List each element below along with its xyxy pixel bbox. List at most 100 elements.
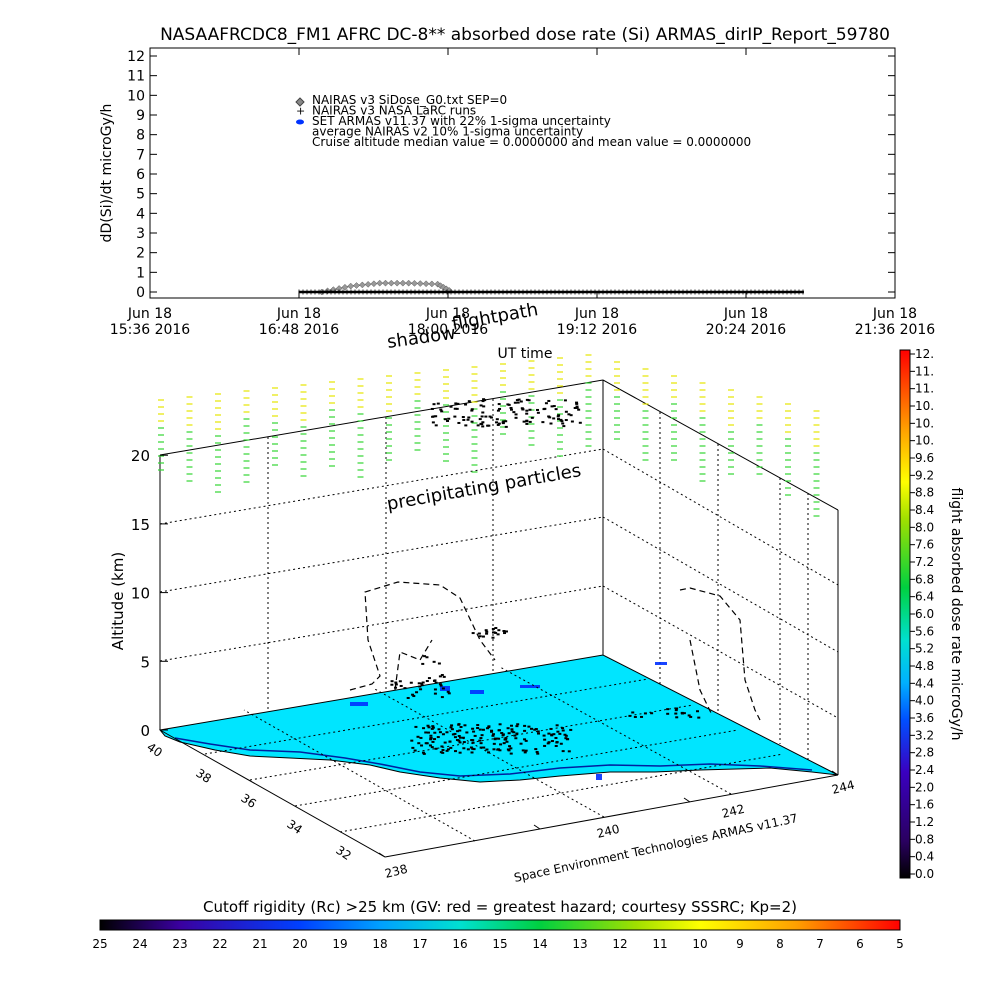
shadow-point — [555, 724, 559, 727]
series-nairas-sidose-point — [376, 279, 384, 287]
shadow-point — [429, 734, 433, 737]
flightpath-point — [470, 408, 474, 411]
series-nairas-sidose-point — [399, 279, 407, 287]
latitude-tick-label: 38 — [193, 766, 213, 786]
shadow-point — [450, 728, 454, 731]
flightpath-point — [478, 635, 482, 638]
shadow-point — [441, 749, 445, 752]
flightpath-point — [455, 407, 459, 410]
flightpath-point — [535, 408, 539, 411]
shadow-point — [497, 729, 501, 732]
shadow-point — [399, 684, 403, 687]
flightpath-point — [497, 422, 501, 425]
shadow-point — [480, 734, 484, 737]
series-nairas-sidose-point — [411, 279, 418, 287]
shadow-point — [424, 731, 428, 734]
shadow-point — [666, 712, 670, 715]
shadow-point — [394, 683, 398, 686]
series-nairas-sidose-point — [437, 282, 444, 290]
flightpath-point — [536, 411, 540, 414]
cutoff-rigidity-tick-label: 9 — [736, 937, 744, 951]
flightpath-point — [461, 416, 465, 419]
cutoff-rigidity-tick-label: 18 — [372, 937, 387, 951]
dose-colorbar-tick-label: 7.2 — [915, 555, 934, 569]
top-x-tick-time: 15:36 2016 — [110, 322, 191, 338]
shadow-point — [536, 752, 540, 755]
shadow-point — [470, 739, 474, 742]
shadow-point — [547, 732, 551, 735]
shadow-point — [509, 752, 513, 755]
shadow-point — [411, 693, 415, 696]
flight-3d-panel: 0 5 10 15 20 238 240 242 244 32 34 36 38 40 Altitud… — [109, 299, 856, 885]
dose-colorbar-tick-label: 8.0 — [915, 520, 934, 534]
flightpath-point — [449, 405, 453, 408]
flightpath-point — [430, 407, 434, 410]
flightpath-point — [482, 398, 486, 401]
top-y-tick-label: 10 — [127, 88, 145, 104]
flightpath-point — [454, 402, 458, 405]
shadow-point — [491, 733, 495, 736]
flightpath-point — [480, 415, 484, 418]
dose-colorbar-tick-label: 10. — [915, 399, 934, 413]
flightpath-point — [495, 418, 499, 421]
altitude-tick-label: 15 — [131, 516, 150, 534]
flightpath-point — [507, 403, 511, 406]
shadow-point — [492, 742, 496, 745]
flightpath-point — [557, 418, 561, 421]
shadow-point — [564, 737, 568, 740]
shadow-point — [458, 736, 462, 739]
box-wireframe — [159, 379, 839, 775]
shadow-point — [459, 726, 463, 729]
flightpath-point — [423, 655, 427, 658]
shadow-point — [476, 724, 480, 727]
shadow-point — [476, 727, 480, 730]
flightpath-point — [504, 425, 508, 428]
shadow-point — [427, 726, 431, 729]
flightpath-point — [525, 412, 529, 415]
series-nairas-sidose-point — [387, 279, 395, 287]
flightpath-point — [516, 401, 520, 404]
shadow-point — [424, 742, 428, 745]
legend-entry: SET ARMAS v11.37 with 22% 1-sigma uncert… — [312, 114, 611, 128]
flightpath-point — [541, 421, 545, 424]
flightpath-point — [447, 417, 451, 420]
top-x-tick-date: Jun 18 — [425, 306, 470, 322]
shadow-point — [512, 731, 516, 734]
dose-colorbar-tick-label: 2.8 — [915, 746, 934, 760]
flightpath-point — [488, 415, 492, 418]
flightpath-point — [525, 409, 529, 412]
altitude-axis: 0 5 10 15 20 — [131, 447, 168, 740]
flightpath-point — [477, 632, 481, 635]
shadow-point — [521, 749, 525, 752]
shadow-point — [503, 738, 507, 741]
flightpath-point — [559, 418, 563, 421]
shadow-point — [563, 733, 567, 736]
cutoff-rigidity-tick-label: 20 — [292, 937, 307, 951]
shadow-point — [535, 750, 539, 753]
flightpath-point — [479, 422, 483, 425]
dose-colorbar-tick-label: 6.4 — [915, 590, 934, 604]
back-wall-gridlines — [159, 399, 839, 760]
flightpath-point — [467, 416, 471, 419]
cutoff-rigidity-tick-label: 5 — [896, 937, 904, 951]
shadow-point — [414, 725, 418, 728]
shadow-point — [523, 751, 527, 754]
flightpath-point — [442, 675, 446, 678]
flightpath-point — [427, 677, 431, 680]
top-y-tick-label: 9 — [136, 108, 145, 124]
shadow-point — [493, 737, 497, 740]
shadow-point — [514, 737, 518, 740]
shadow-point — [513, 734, 517, 737]
cutoff-rigidity-tick-label: 10 — [692, 937, 707, 951]
shadow-point — [498, 723, 502, 726]
top-y-tick-label: 7 — [136, 147, 145, 163]
flightpath-point — [504, 420, 508, 423]
cutoff-rigidity-tick-label: 16 — [452, 937, 467, 951]
dose-colorbar-tick-label: 10. — [915, 416, 934, 430]
shadow-point — [440, 745, 444, 748]
flightpath-point — [470, 409, 474, 412]
flightpath-point — [434, 681, 438, 684]
shadow-point — [490, 730, 494, 733]
shadow-point — [420, 744, 424, 747]
shadow-point — [450, 724, 454, 727]
